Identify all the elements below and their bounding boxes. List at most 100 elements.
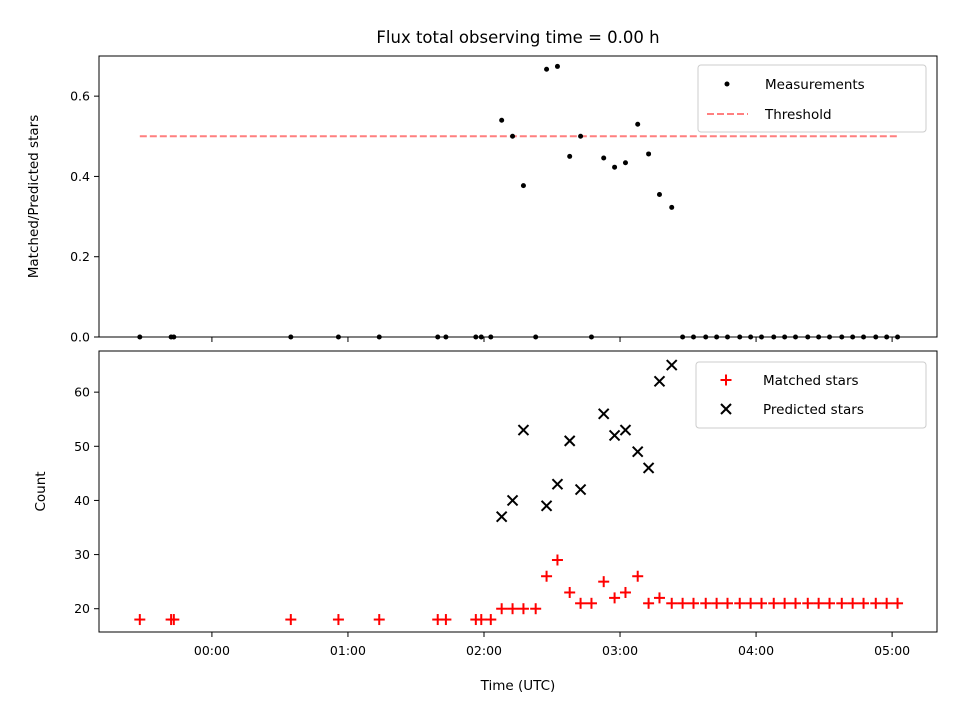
y-tick-label: 0.4 [70,169,90,184]
bottom-x-axis: 00:00 01:00 02:00 03:00 04:00 05:00 [194,632,910,658]
matched-star-point [332,614,344,626]
legend-measurements-marker [724,81,730,87]
matched-star-point [687,597,699,609]
chart-title: Flux total observing time = 0.00 h [376,28,659,47]
y-tick-label: 50 [74,439,90,454]
matched-star-point [564,586,576,598]
matched-star-point [813,597,825,609]
x-tick-label: 04:00 [738,643,774,658]
predicted-star-point [597,408,610,420]
cross-b [517,424,530,436]
matched-star-point [551,554,563,566]
predicted-star-point [574,483,587,496]
matched-star-point [745,597,757,609]
predicted-star-point [666,359,678,371]
x-tick-label: 02:00 [466,643,502,658]
predicted-star-point [540,500,553,512]
x-tick-label: 01:00 [330,643,366,658]
top-y-axis: 0.0 0.2 0.4 0.6 [70,89,99,345]
predicted-star-point [632,445,644,458]
x-tick-label: 00:00 [194,643,230,658]
cross-b [632,445,644,458]
legend-predicted-marker [720,403,732,415]
cross-b [597,408,610,420]
legend-matched-label: Matched stars [763,373,859,389]
measurement-point [612,164,618,170]
measurement-point [622,160,628,166]
measurement-point [646,151,652,157]
predicted-star-point [551,478,564,490]
cross-b [666,359,678,371]
cross-b [563,435,576,447]
matched-star-point [756,597,768,609]
matched-star-point [824,597,836,609]
top-axes-frame [98,55,938,338]
y-tick-label: 40 [74,493,90,508]
matched-star-point [168,614,180,626]
top-legend-box [697,64,927,133]
matched-star-point [892,597,904,609]
measurement-point [567,153,573,159]
measurement-point [544,66,550,72]
matched-star-point [643,597,655,609]
matched-star-point [700,597,712,609]
x-tick-label: 03:00 [602,643,638,658]
top-y-axis-label: Matched/Predicted stars [26,115,42,278]
cross-b [720,403,732,415]
top-plot-area [137,63,901,340]
matched-star-point [722,597,733,609]
measurement-point [554,63,560,69]
matched-star-point [575,597,587,609]
matched-star-point [485,614,497,626]
bottom-x-axis-label: Time (UTC) [480,678,556,694]
cross-b [574,483,587,496]
predicted-star-point [517,424,530,436]
matched-star-point [666,597,678,609]
cross-b [608,429,621,442]
y-tick-label: 20 [74,601,90,616]
matched-star-point [619,586,631,598]
matched-star-point [440,614,452,626]
y-tick-label: 30 [74,547,90,562]
legend-threshold-label: Threshold [764,107,832,123]
measurement-point [669,204,675,210]
measurement-point [601,155,607,161]
top-legend: Measurements Threshold [697,64,927,133]
bottom-y-axis-label: Count [33,471,49,511]
matched-star-point [802,597,814,609]
x-tick-label: 05:00 [874,643,910,658]
matched-star-point [790,597,802,609]
bottom-y-axis: 20 30 40 50 60 [74,385,99,616]
predicted-star-point [506,494,519,507]
y-tick-label: 0.6 [70,89,90,104]
bottom-axes-frame [98,350,938,633]
matched-star-point [836,597,848,609]
measurement-point [499,117,505,123]
measurement-point [578,133,584,139]
predicted-star-point [563,435,576,447]
matched-star-point [541,570,553,582]
cross-b [653,375,666,388]
matched-star-point [847,597,859,609]
matched-star-point [779,597,791,609]
matched-star-point [507,603,519,615]
matched-star-point [585,597,597,609]
bottom-plot-area [134,359,904,626]
y-tick-label: 60 [74,385,90,400]
legend-matched-marker [720,374,732,386]
matched-star-point [496,603,508,615]
cross-b [506,494,519,507]
matched-star-point [653,592,665,604]
matched-star-point [858,597,870,609]
measurement-point [635,121,641,127]
measurement-point [520,183,526,189]
cross-b [619,424,632,436]
cross-b [551,478,564,490]
matched-star-point [475,614,487,626]
predicted-star-point [619,424,632,436]
matched-star-point [609,592,621,604]
matched-star-point [734,597,746,609]
matched-star-point [711,597,723,609]
predicted-star-point [608,429,621,442]
